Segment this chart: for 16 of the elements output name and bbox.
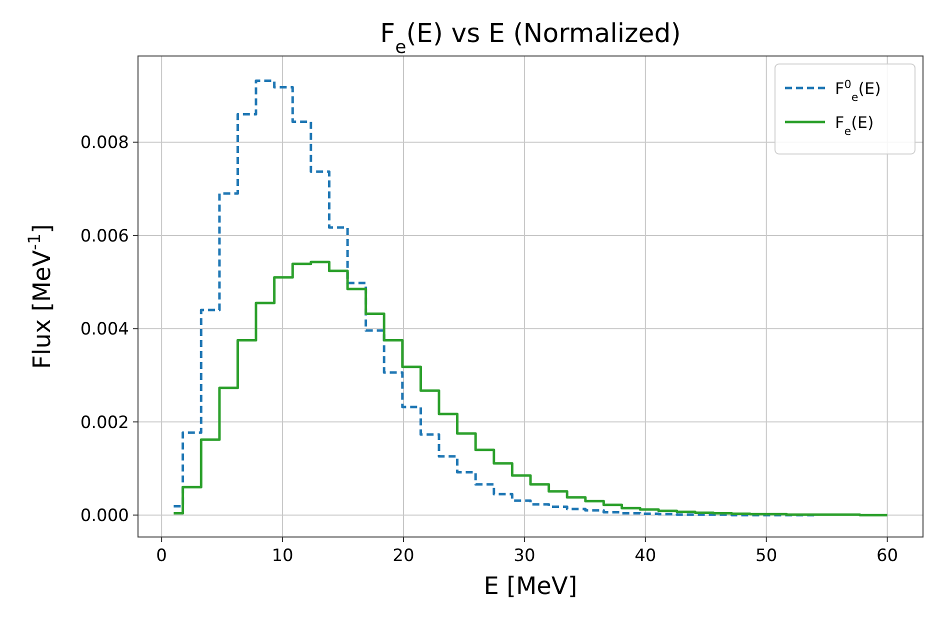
x-tick-label: 40 — [634, 546, 656, 566]
y-tick-label: 0.004 — [80, 320, 129, 340]
chart-title: F$_{e}$(E) vs E (Normalized) — [380, 19, 681, 58]
x-tick-label: 50 — [756, 546, 778, 566]
x-tick-label: 30 — [514, 546, 536, 566]
x-tick-label: 60 — [876, 546, 898, 566]
x-tick-label: 0 — [156, 546, 167, 566]
legend-label: F$^{0}$$_{e}$(E) — [835, 78, 881, 104]
y-tick-label: 0.006 — [80, 226, 129, 246]
x-tick-label: 20 — [392, 546, 414, 566]
y-tick-label: 0.008 — [80, 133, 129, 154]
legend-label: F$_{e}$(E) — [835, 113, 874, 138]
y-tick-label: 0.002 — [80, 412, 129, 433]
y-tick-label: 0.000 — [80, 506, 129, 526]
x-axis-title: E [MeV] — [484, 572, 578, 600]
x-tick-label: 10 — [272, 546, 294, 566]
